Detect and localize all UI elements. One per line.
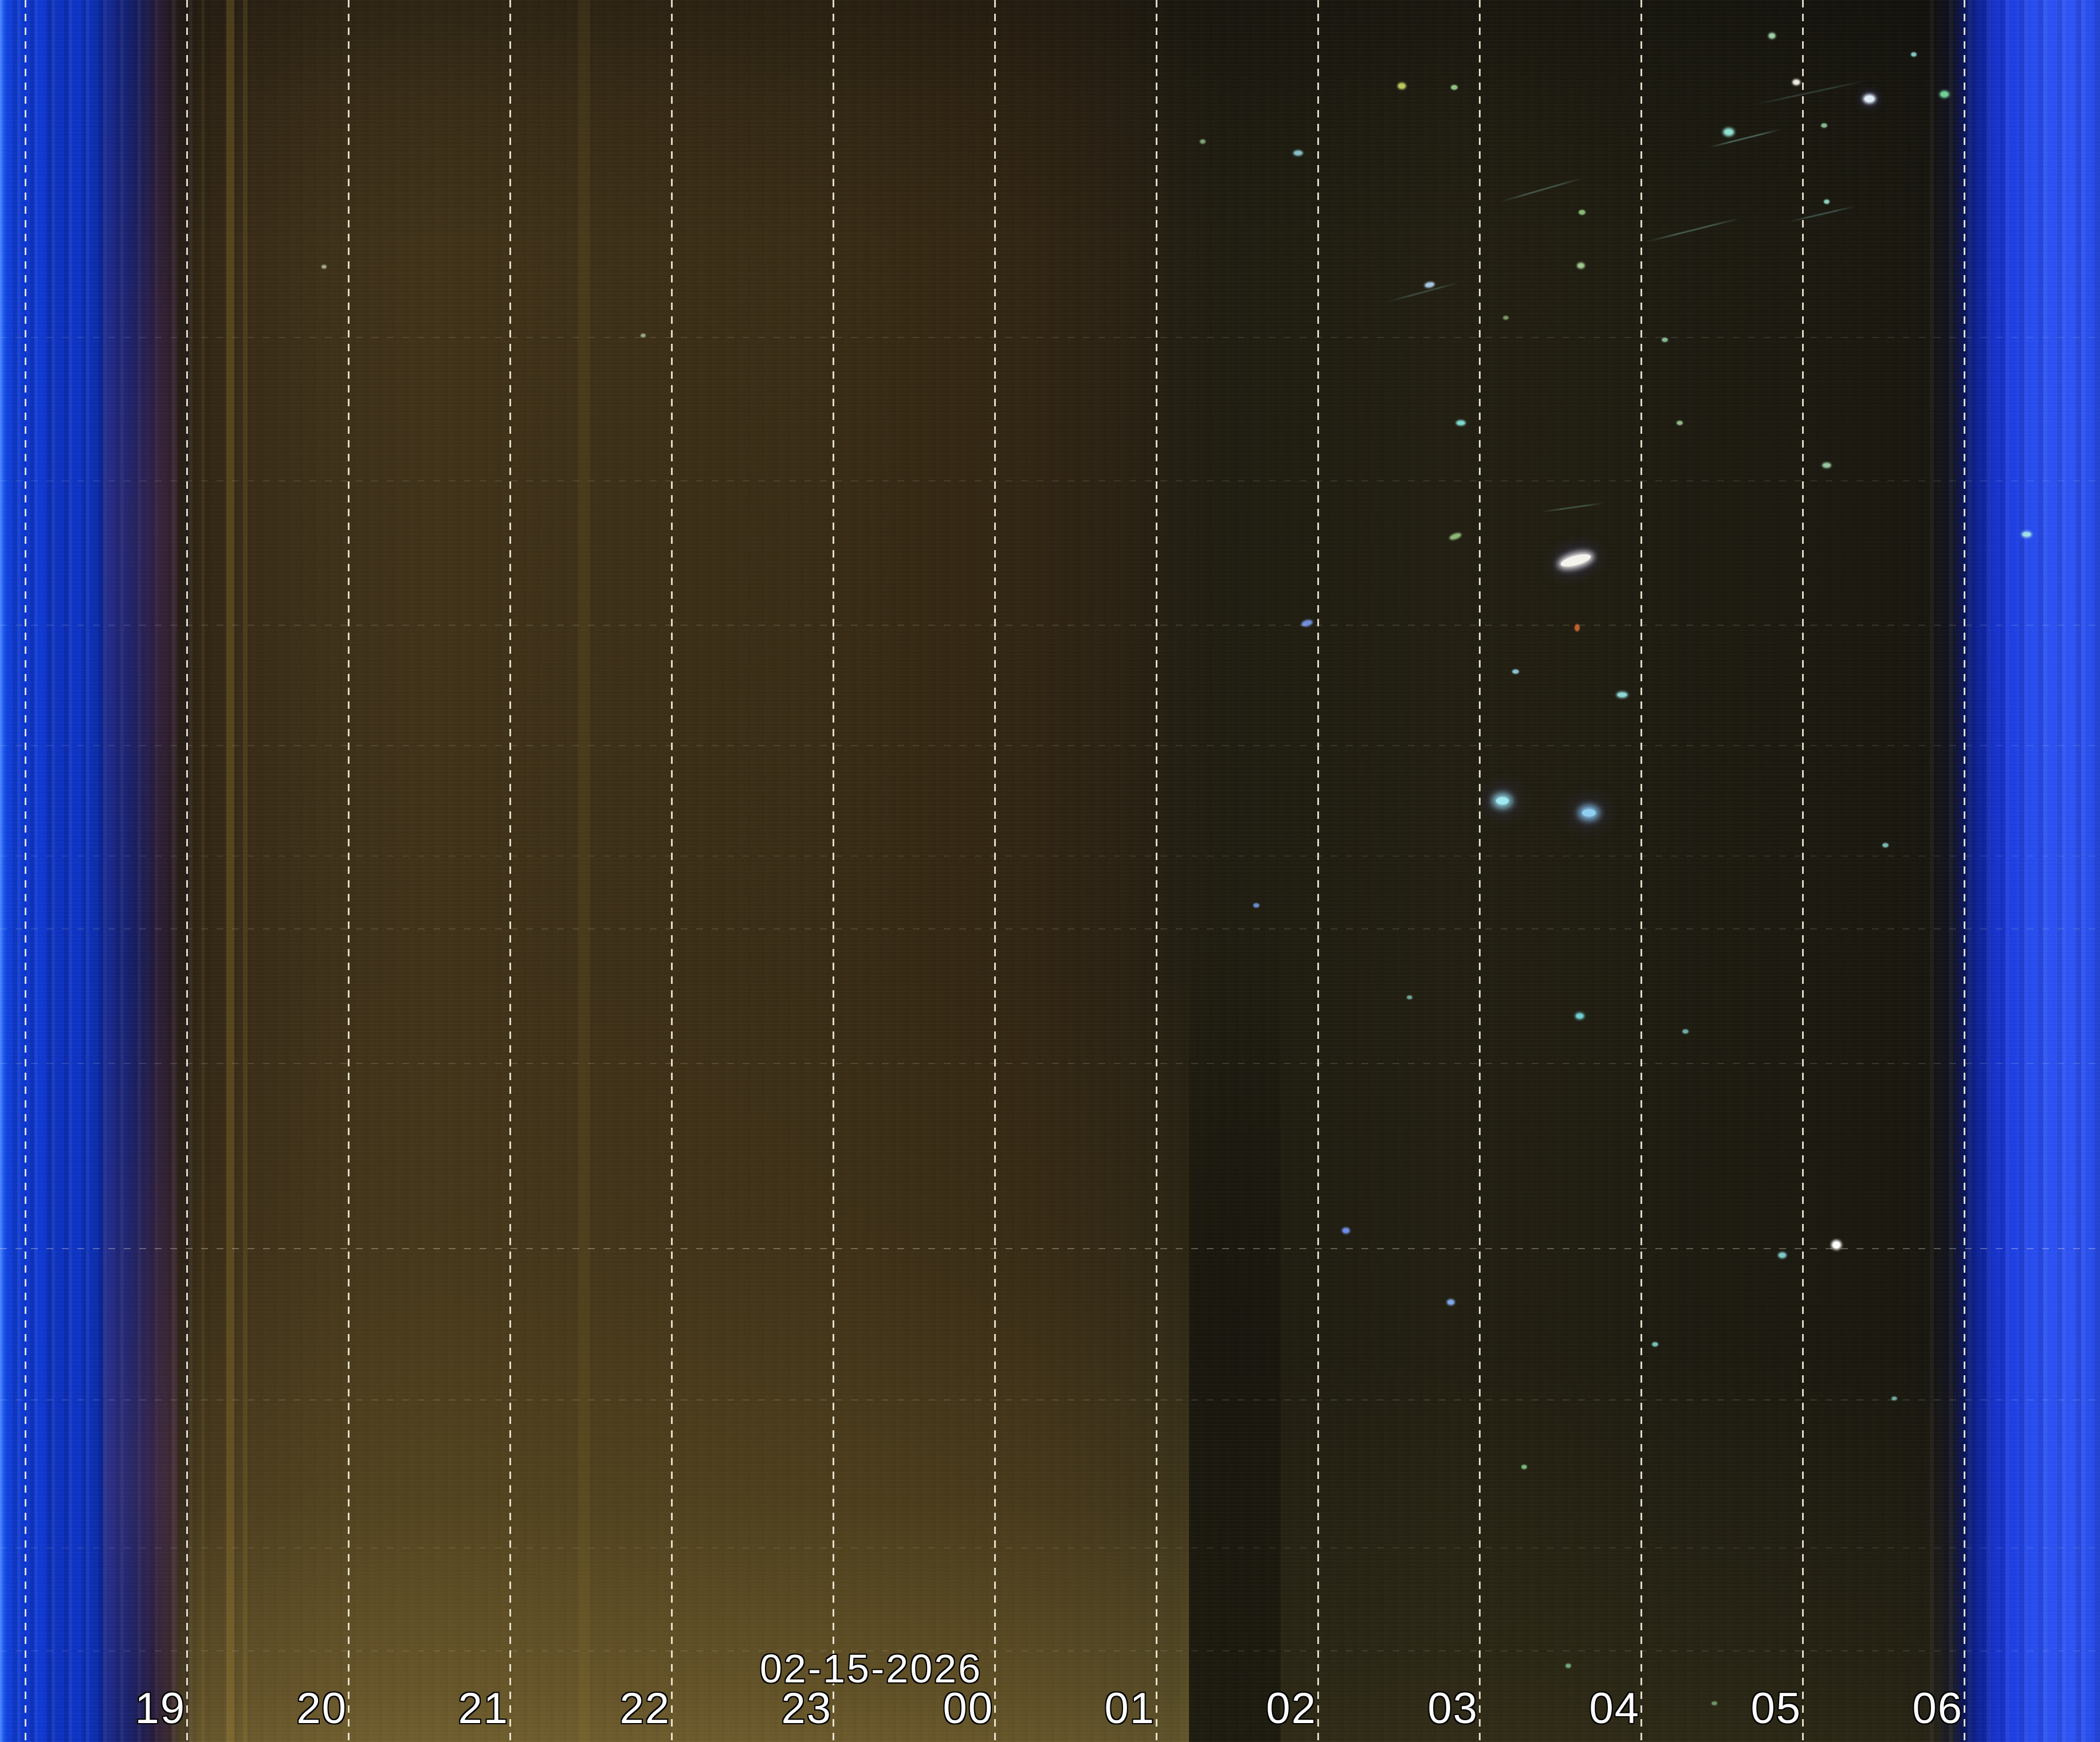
keogram-image: 02-15-2026 19 20 21 22 23 00 01 02 03 04 05 06 (0, 0, 2100, 1742)
grain-noise-texture (0, 0, 2100, 1742)
